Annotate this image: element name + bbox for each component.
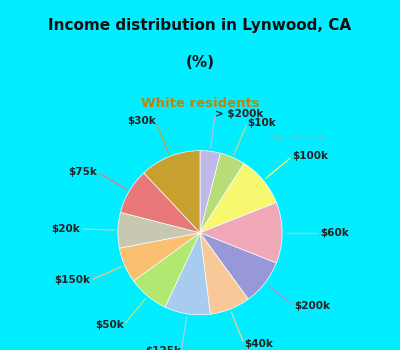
Wedge shape [118, 212, 200, 248]
Text: $200k: $200k [295, 301, 331, 311]
Wedge shape [200, 163, 276, 233]
Text: White residents: White residents [141, 97, 259, 110]
Text: $60k: $60k [320, 228, 349, 238]
Wedge shape [200, 233, 248, 314]
Wedge shape [200, 150, 220, 233]
Wedge shape [165, 233, 210, 315]
Text: $20k: $20k [52, 224, 80, 234]
Text: $75k: $75k [68, 167, 97, 177]
Wedge shape [119, 233, 200, 281]
Text: (%): (%) [186, 55, 214, 70]
Text: $100k: $100k [292, 151, 328, 161]
Text: $10k: $10k [248, 118, 276, 128]
Text: Income distribution in Lynwood, CA: Income distribution in Lynwood, CA [48, 18, 352, 33]
Text: $50k: $50k [95, 320, 124, 330]
Text: $40k: $40k [244, 339, 273, 349]
Text: $150k: $150k [54, 275, 90, 285]
Text: > $200k: > $200k [215, 109, 264, 119]
Wedge shape [200, 203, 282, 263]
Text: $30k: $30k [127, 116, 156, 126]
Wedge shape [144, 150, 200, 233]
Wedge shape [134, 233, 200, 307]
Wedge shape [200, 233, 276, 299]
Text: City-Data.com: City-Data.com [267, 133, 327, 141]
Wedge shape [120, 173, 200, 233]
Text: $125k: $125k [145, 346, 181, 350]
Wedge shape [200, 153, 244, 233]
